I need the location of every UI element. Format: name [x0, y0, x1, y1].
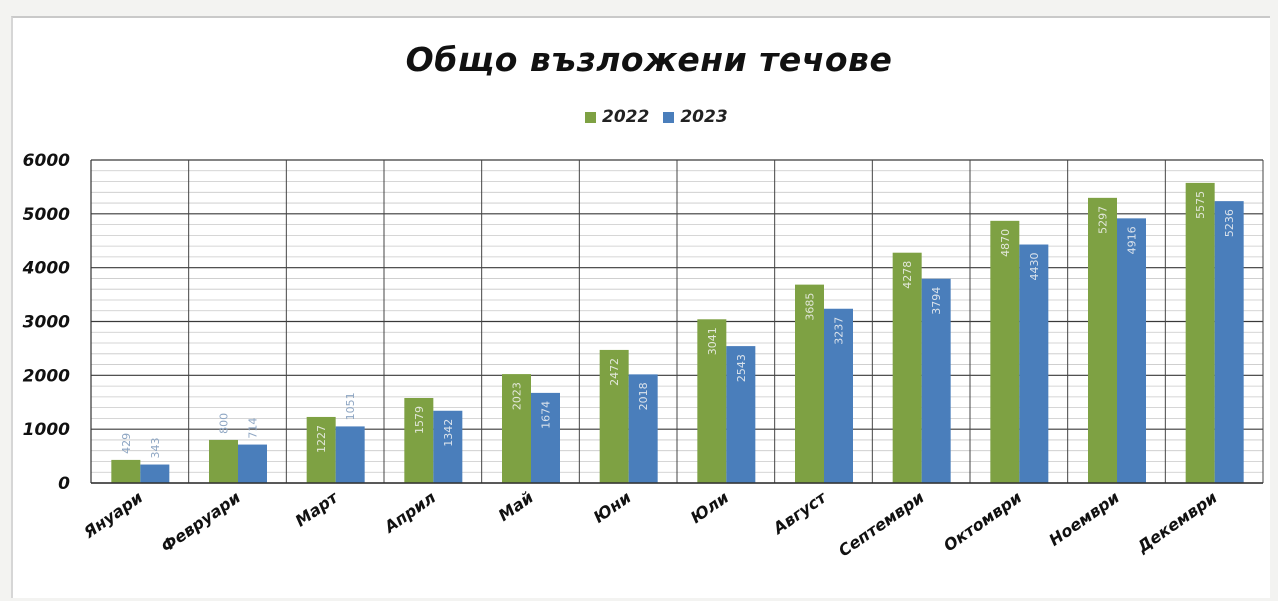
- legend-swatch-2023: [663, 111, 675, 123]
- legend-item-2022: 2022: [585, 107, 649, 127]
- bar-2022-Март: [306, 416, 336, 483]
- x-tick-label: Септември: [835, 488, 928, 561]
- legend-item-2023: 2023: [663, 107, 728, 127]
- chart-legend: 2022 2023: [585, 106, 728, 128]
- y-tick-label: 5000: [23, 205, 70, 225]
- x-tick-label: Декември: [1133, 488, 1221, 557]
- x-axis: Януари Февруари Март Април Май Юни Юли Август Се…: [79, 482, 1263, 561]
- y-tick-label: 0: [58, 474, 70, 494]
- data-label: 3237: [833, 317, 846, 345]
- data-label: 2023: [511, 382, 524, 410]
- data-label: 5236: [1223, 209, 1236, 237]
- data-label: 4916: [1126, 226, 1139, 254]
- x-tick-label: Ноември: [1045, 488, 1122, 550]
- data-label: 1227: [315, 425, 328, 453]
- x-tick-label: Февруари: [157, 488, 243, 556]
- x-tick-label: Май: [495, 488, 537, 525]
- data-label: 429: [120, 433, 133, 454]
- bar-2022-Октомври: [990, 220, 1020, 483]
- data-label: 1342: [442, 419, 455, 447]
- bar-2022-Юни: [599, 349, 629, 483]
- bar-2022-Декември: [1185, 182, 1215, 484]
- bar-2023-Юли: [726, 346, 756, 483]
- data-label: 343: [149, 438, 162, 459]
- y-axis: 0 1000 2000 3000 4000 5000 6000: [22, 151, 92, 494]
- legend-swatch-2022: [585, 111, 596, 123]
- data-label: 3794: [930, 287, 943, 315]
- data-label: 5297: [1097, 206, 1110, 234]
- x-tick-label: Април: [379, 488, 439, 538]
- y-tick-label: 6000: [23, 151, 70, 171]
- grid: [90, 159, 1264, 484]
- y-tick-label: 1000: [23, 420, 70, 440]
- legend-label-2022: 2022: [602, 107, 650, 127]
- bar-2023-Май: [531, 392, 560, 483]
- x-tick-label: Юли: [687, 488, 732, 527]
- data-label: 2472: [608, 358, 621, 386]
- data-label: 800: [218, 413, 231, 434]
- x-tick-label: Юни: [590, 488, 635, 527]
- data-labels: 429 800 1227 1579 2023 2472 3041 3685 4278 4870 52…: [120, 191, 1236, 459]
- chart-title: Общо възложени течове: [405, 40, 893, 79]
- bar-2023-Ноември: [1117, 218, 1146, 483]
- bar-2023-Април: [433, 410, 463, 483]
- legend-label-2023: 2023: [680, 107, 728, 127]
- bar-2023-Януари: [140, 464, 170, 483]
- x-tick-label: Октомври: [940, 488, 1025, 556]
- data-label: 4278: [901, 261, 914, 289]
- bars: [111, 182, 1244, 484]
- y-tick-label: 4000: [22, 259, 70, 279]
- y-tick-label: 2000: [23, 366, 70, 386]
- data-label: 714: [247, 418, 260, 439]
- data-label: 1051: [344, 392, 357, 420]
- bar-2022-Юли: [697, 319, 727, 483]
- bar-2022-Септември: [892, 252, 922, 483]
- bar-2023-Март: [335, 426, 365, 483]
- bar-2023-Февруари: [238, 444, 267, 483]
- data-label: 2543: [735, 354, 748, 382]
- bar-2022-Април: [404, 397, 434, 483]
- x-tick-label: Март: [292, 487, 343, 531]
- bar-2022-Ноември: [1088, 197, 1117, 483]
- bar-2023-Декември: [1214, 201, 1244, 483]
- data-label: 4870: [999, 229, 1012, 257]
- bar-2022-Февруари: [209, 439, 238, 483]
- chart-frame: [11, 16, 1270, 598]
- data-label: 3041: [706, 327, 719, 355]
- bar-2022-Януари: [111, 459, 141, 483]
- bar-2023-Август: [824, 308, 853, 483]
- bar-2023-Октомври: [1019, 244, 1049, 483]
- data-label: 3685: [804, 293, 817, 321]
- data-label: 1579: [413, 406, 426, 434]
- bar-2022-Август: [795, 284, 824, 483]
- bar-2022-Май: [502, 374, 531, 483]
- data-label: 5575: [1194, 191, 1207, 219]
- x-tick-label: Август: [768, 487, 831, 539]
- bar-2023-Септември: [921, 278, 951, 483]
- bar-2023-Юни: [628, 374, 658, 483]
- y-tick-label: 3000: [23, 313, 70, 333]
- data-label: 2018: [637, 382, 650, 410]
- data-label: 4430: [1028, 253, 1041, 281]
- x-tick-label: Януари: [79, 488, 146, 543]
- data-label: 1674: [540, 401, 553, 429]
